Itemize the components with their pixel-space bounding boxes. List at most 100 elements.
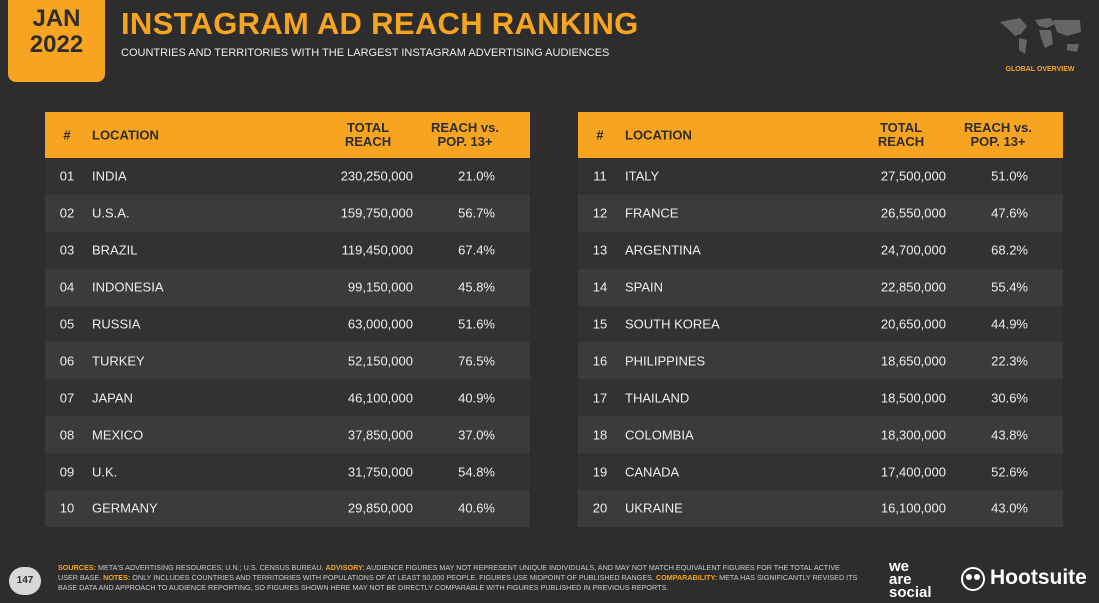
note-label: COMPARABILITY: <box>655 573 718 582</box>
cell: 19 <box>592 464 608 480</box>
cell: 15 <box>592 316 608 332</box>
logo-text: we <box>889 558 910 575</box>
logo-text: are <box>889 571 912 588</box>
subtitle: COUNTRIES AND TERRITORIES WITH THE LARGE… <box>121 47 610 59</box>
cell: 17,400,000 <box>880 464 946 480</box>
header-cell: # <box>596 127 604 143</box>
note-label: NOTES: <box>103 573 131 582</box>
owl-icon <box>961 567 985 591</box>
date-box: JAN 2022 <box>8 0 105 82</box>
cell: 09 <box>59 464 75 480</box>
cell: 14 <box>592 279 608 295</box>
logo-we-are-social: we are social <box>889 558 932 601</box>
cell: 02 <box>59 205 75 221</box>
header-cell: LOCATION <box>625 127 692 143</box>
cell: 40.6% <box>458 500 495 516</box>
table-row: 20 UKRAINE 16,100,000 43.0% <box>578 490 1063 527</box>
cell: 29,850,000 <box>347 500 413 516</box>
table-row: 15 SOUTH KOREA 20,650,000 44.9% <box>578 305 1063 343</box>
note-text: META HAS SIGNIFICANTLY REVISED ITS BASE … <box>58 573 858 592</box>
note-text: META'S ADVERTISING RESOURCES; U.N.; U.S.… <box>97 563 324 572</box>
header-cell: REACH vs. POP. 13+ <box>431 120 499 149</box>
cell: SPAIN <box>625 279 664 295</box>
table-row: 03 BRAZIL 119,450,000 67.4% <box>45 231 530 269</box>
cell: 16 <box>592 353 608 369</box>
cell: 08 <box>59 427 75 443</box>
cell: 22,850,000 <box>880 279 946 295</box>
cell: 20,650,000 <box>880 316 946 332</box>
table-row: 17 THAILAND 18,500,000 30.6% <box>578 379 1063 417</box>
header-cell: REACH vs. POP. 13+ <box>964 120 1032 149</box>
cell: MEXICO <box>92 427 144 443</box>
table-row: 12 FRANCE 26,550,000 47.6% <box>578 194 1063 232</box>
note-label: ADVISORY: <box>325 563 365 572</box>
cell: FRANCE <box>625 205 679 221</box>
cell: 18,650,000 <box>880 353 946 369</box>
cell: 03 <box>59 242 75 258</box>
note-label: SOURCES: <box>58 563 96 572</box>
cell: PHILIPPINES <box>625 353 706 369</box>
cell: 47.6% <box>991 205 1028 221</box>
table-row: 02 U.S.A. 159,750,000 56.7% <box>45 194 530 232</box>
cell: RUSSIA <box>92 316 141 332</box>
cell: 56.7% <box>458 205 495 221</box>
cell: 37,850,000 <box>347 427 413 443</box>
table-row: 05 RUSSIA 63,000,000 51.6% <box>45 305 530 343</box>
cell: BRAZIL <box>92 242 138 258</box>
cell: 55.4% <box>991 279 1028 295</box>
cell: 67.4% <box>458 242 495 258</box>
cell: 20 <box>592 500 608 516</box>
footnotes: SOURCES: META'S ADVERTISING RESOURCES; U… <box>58 563 858 593</box>
cell: ARGENTINA <box>625 242 701 258</box>
cell: U.K. <box>92 464 118 480</box>
cell: 40.9% <box>458 390 495 406</box>
month: JAN <box>32 5 81 32</box>
header-row: # LOCATION TOTAL REACH REACH vs. POP. 13+ <box>578 112 1063 158</box>
cell: 12 <box>592 205 608 221</box>
cell: 13 <box>592 242 608 258</box>
table-row: 08 MEXICO 37,850,000 37.0% <box>45 416 530 454</box>
cell: 06 <box>59 353 75 369</box>
cell: 52,150,000 <box>347 353 413 369</box>
cell: 159,750,000 <box>340 205 413 221</box>
logo-hootsuite: Hootsuite <box>990 566 1087 589</box>
cell: 99,150,000 <box>347 279 413 295</box>
cell: 26,550,000 <box>880 205 946 221</box>
table-row: 11 ITALY 27,500,000 51.0% <box>578 158 1063 195</box>
cell: GERMANY <box>92 500 158 516</box>
cell: 18,500,000 <box>880 390 946 406</box>
table-row: 01 INDIA 230,250,000 21.0% <box>45 158 530 195</box>
cell: ITALY <box>625 168 660 184</box>
table-body: 01 INDIA 230,250,000 21.0% 02 U.S.A. 159,750,0… <box>45 158 530 527</box>
cell: 51.6% <box>458 316 495 332</box>
cell: 44.9% <box>991 316 1028 332</box>
cell: INDIA <box>92 168 127 184</box>
cell: 119,450,000 <box>341 242 413 258</box>
cell: JAPAN <box>92 390 133 406</box>
cell: 63,000,000 <box>347 316 413 332</box>
table-row: 09 U.K. 31,750,000 54.8% <box>45 453 530 491</box>
cell: 21.0% <box>458 168 495 184</box>
table-body: 11 ITALY 27,500,000 51.0% 12 FRANCE 26,550,000… <box>578 158 1063 527</box>
cell: 52.6% <box>991 464 1028 480</box>
year: 2022 <box>29 31 84 58</box>
cell: UKRAINE <box>625 500 683 516</box>
badge: GLOBAL OVERVIEW <box>1005 66 1075 73</box>
cell: 07 <box>59 390 75 406</box>
cell: SOUTH KOREA <box>625 316 720 332</box>
header-row: # LOCATION TOTAL REACH REACH vs. POP. 13+ <box>45 112 530 158</box>
cell: INDONESIA <box>92 279 164 295</box>
header-cell: TOTAL REACH <box>877 120 925 149</box>
cell: 45.8% <box>458 279 495 295</box>
header-cell: # <box>63 127 71 143</box>
table-row: 07 JAPAN 46,100,000 40.9% <box>45 379 530 417</box>
cell: 31,750,000 <box>347 464 413 480</box>
table-row: 10 GERMANY 29,850,000 40.6% <box>45 490 530 527</box>
table-row: 16 PHILIPPINES 18,650,000 22.3% <box>578 342 1063 380</box>
cell: 27,500,000 <box>880 168 946 184</box>
cell: 68.2% <box>991 242 1028 258</box>
cell: 18,300,000 <box>880 427 946 443</box>
cell: 05 <box>59 316 75 332</box>
logo-text: social <box>889 584 932 601</box>
cell: CANADA <box>625 464 680 480</box>
